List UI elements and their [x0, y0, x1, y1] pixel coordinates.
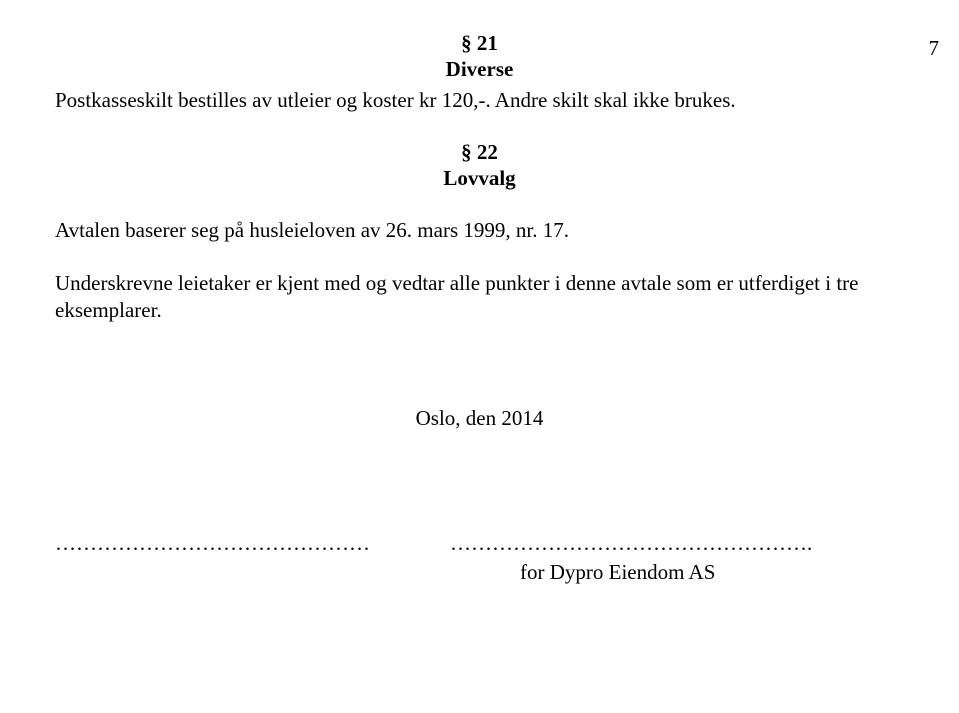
section-22-title: Lovvalg [443, 166, 515, 190]
signature-right-label: for Dypro Eiendom AS [520, 560, 904, 585]
date-line: Oslo, den 2014 [55, 406, 904, 431]
page-number: 7 [929, 36, 940, 61]
section-21-heading: § 21 Diverse [55, 30, 904, 83]
section-22-number: § 22 [461, 140, 498, 164]
section-22-paragraph-1: Avtalen baserer seg på husleieloven av 2… [55, 217, 904, 243]
section-22-paragraph-2: Underskrevne leietaker er kjent med og v… [55, 270, 904, 325]
section-21-title: Diverse [446, 57, 514, 81]
section-22-heading: § 22 Lovvalg [55, 139, 904, 192]
signature-dots-right: ……………………………………………. [450, 531, 812, 556]
section-21-paragraph: Postkasseskilt bestilles av utleier og k… [55, 87, 904, 113]
document-page: 7 § 21 Diverse Postkasseskilt bestilles … [0, 30, 959, 713]
signature-dots-left: ……………………………………… [55, 531, 370, 556]
section-21-number: § 21 [461, 31, 498, 55]
signature-row: ……………………………………… ……………………………………………. [55, 531, 904, 556]
